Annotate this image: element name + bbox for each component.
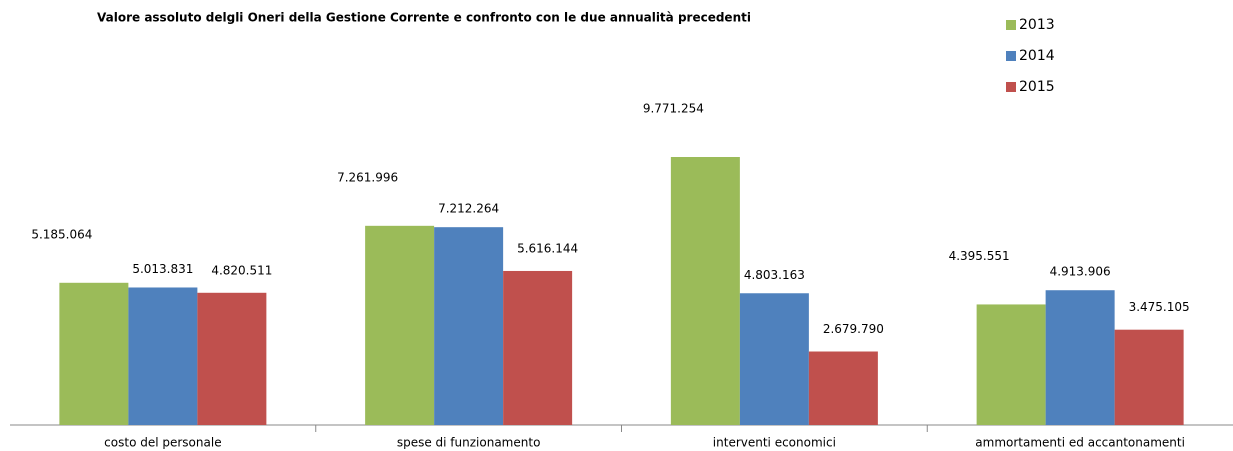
bar <box>503 270 573 425</box>
bar <box>739 293 809 425</box>
bar <box>128 287 198 425</box>
bar <box>197 292 267 425</box>
legend-label: 2013 <box>1019 17 1055 33</box>
legend-swatch <box>1006 20 1016 30</box>
data-label: 4.820.511 <box>211 263 272 277</box>
legend-label: 2015 <box>1019 79 1055 95</box>
bar <box>670 157 740 425</box>
chart-title: Valore assoluto delgli Oneri della Gesti… <box>97 11 751 25</box>
data-label: 5.185.064 <box>31 227 92 241</box>
data-label: 7.212.264 <box>438 202 499 216</box>
x-tick-label: ammortamenti ed accantonamenti <box>975 436 1185 450</box>
legend-label: 2014 <box>1019 48 1055 64</box>
data-label: 4.913.906 <box>1050 265 1111 279</box>
data-label: 2.679.790 <box>823 322 884 336</box>
x-tick-label: spese di funzionamento <box>397 436 541 450</box>
bar <box>1045 290 1115 425</box>
bar <box>434 227 504 425</box>
legend-swatch <box>1006 82 1016 92</box>
data-label: 7.261.996 <box>337 170 398 184</box>
data-label: 3.475.105 <box>1129 300 1190 314</box>
bar <box>59 282 129 425</box>
bar <box>1114 329 1184 425</box>
data-label: 9.771.254 <box>643 102 704 116</box>
bar <box>808 351 878 425</box>
legend-swatch <box>1006 51 1016 61</box>
bar <box>365 225 435 425</box>
x-tick-label: interventi economici <box>713 436 836 450</box>
data-label: 5.616.144 <box>517 241 578 255</box>
x-tick-label: costo del personale <box>104 436 221 450</box>
data-label: 4.803.163 <box>744 268 805 282</box>
data-label: 4.395.551 <box>949 249 1010 263</box>
bar <box>976 304 1046 425</box>
data-label: 5.013.831 <box>132 262 193 276</box>
